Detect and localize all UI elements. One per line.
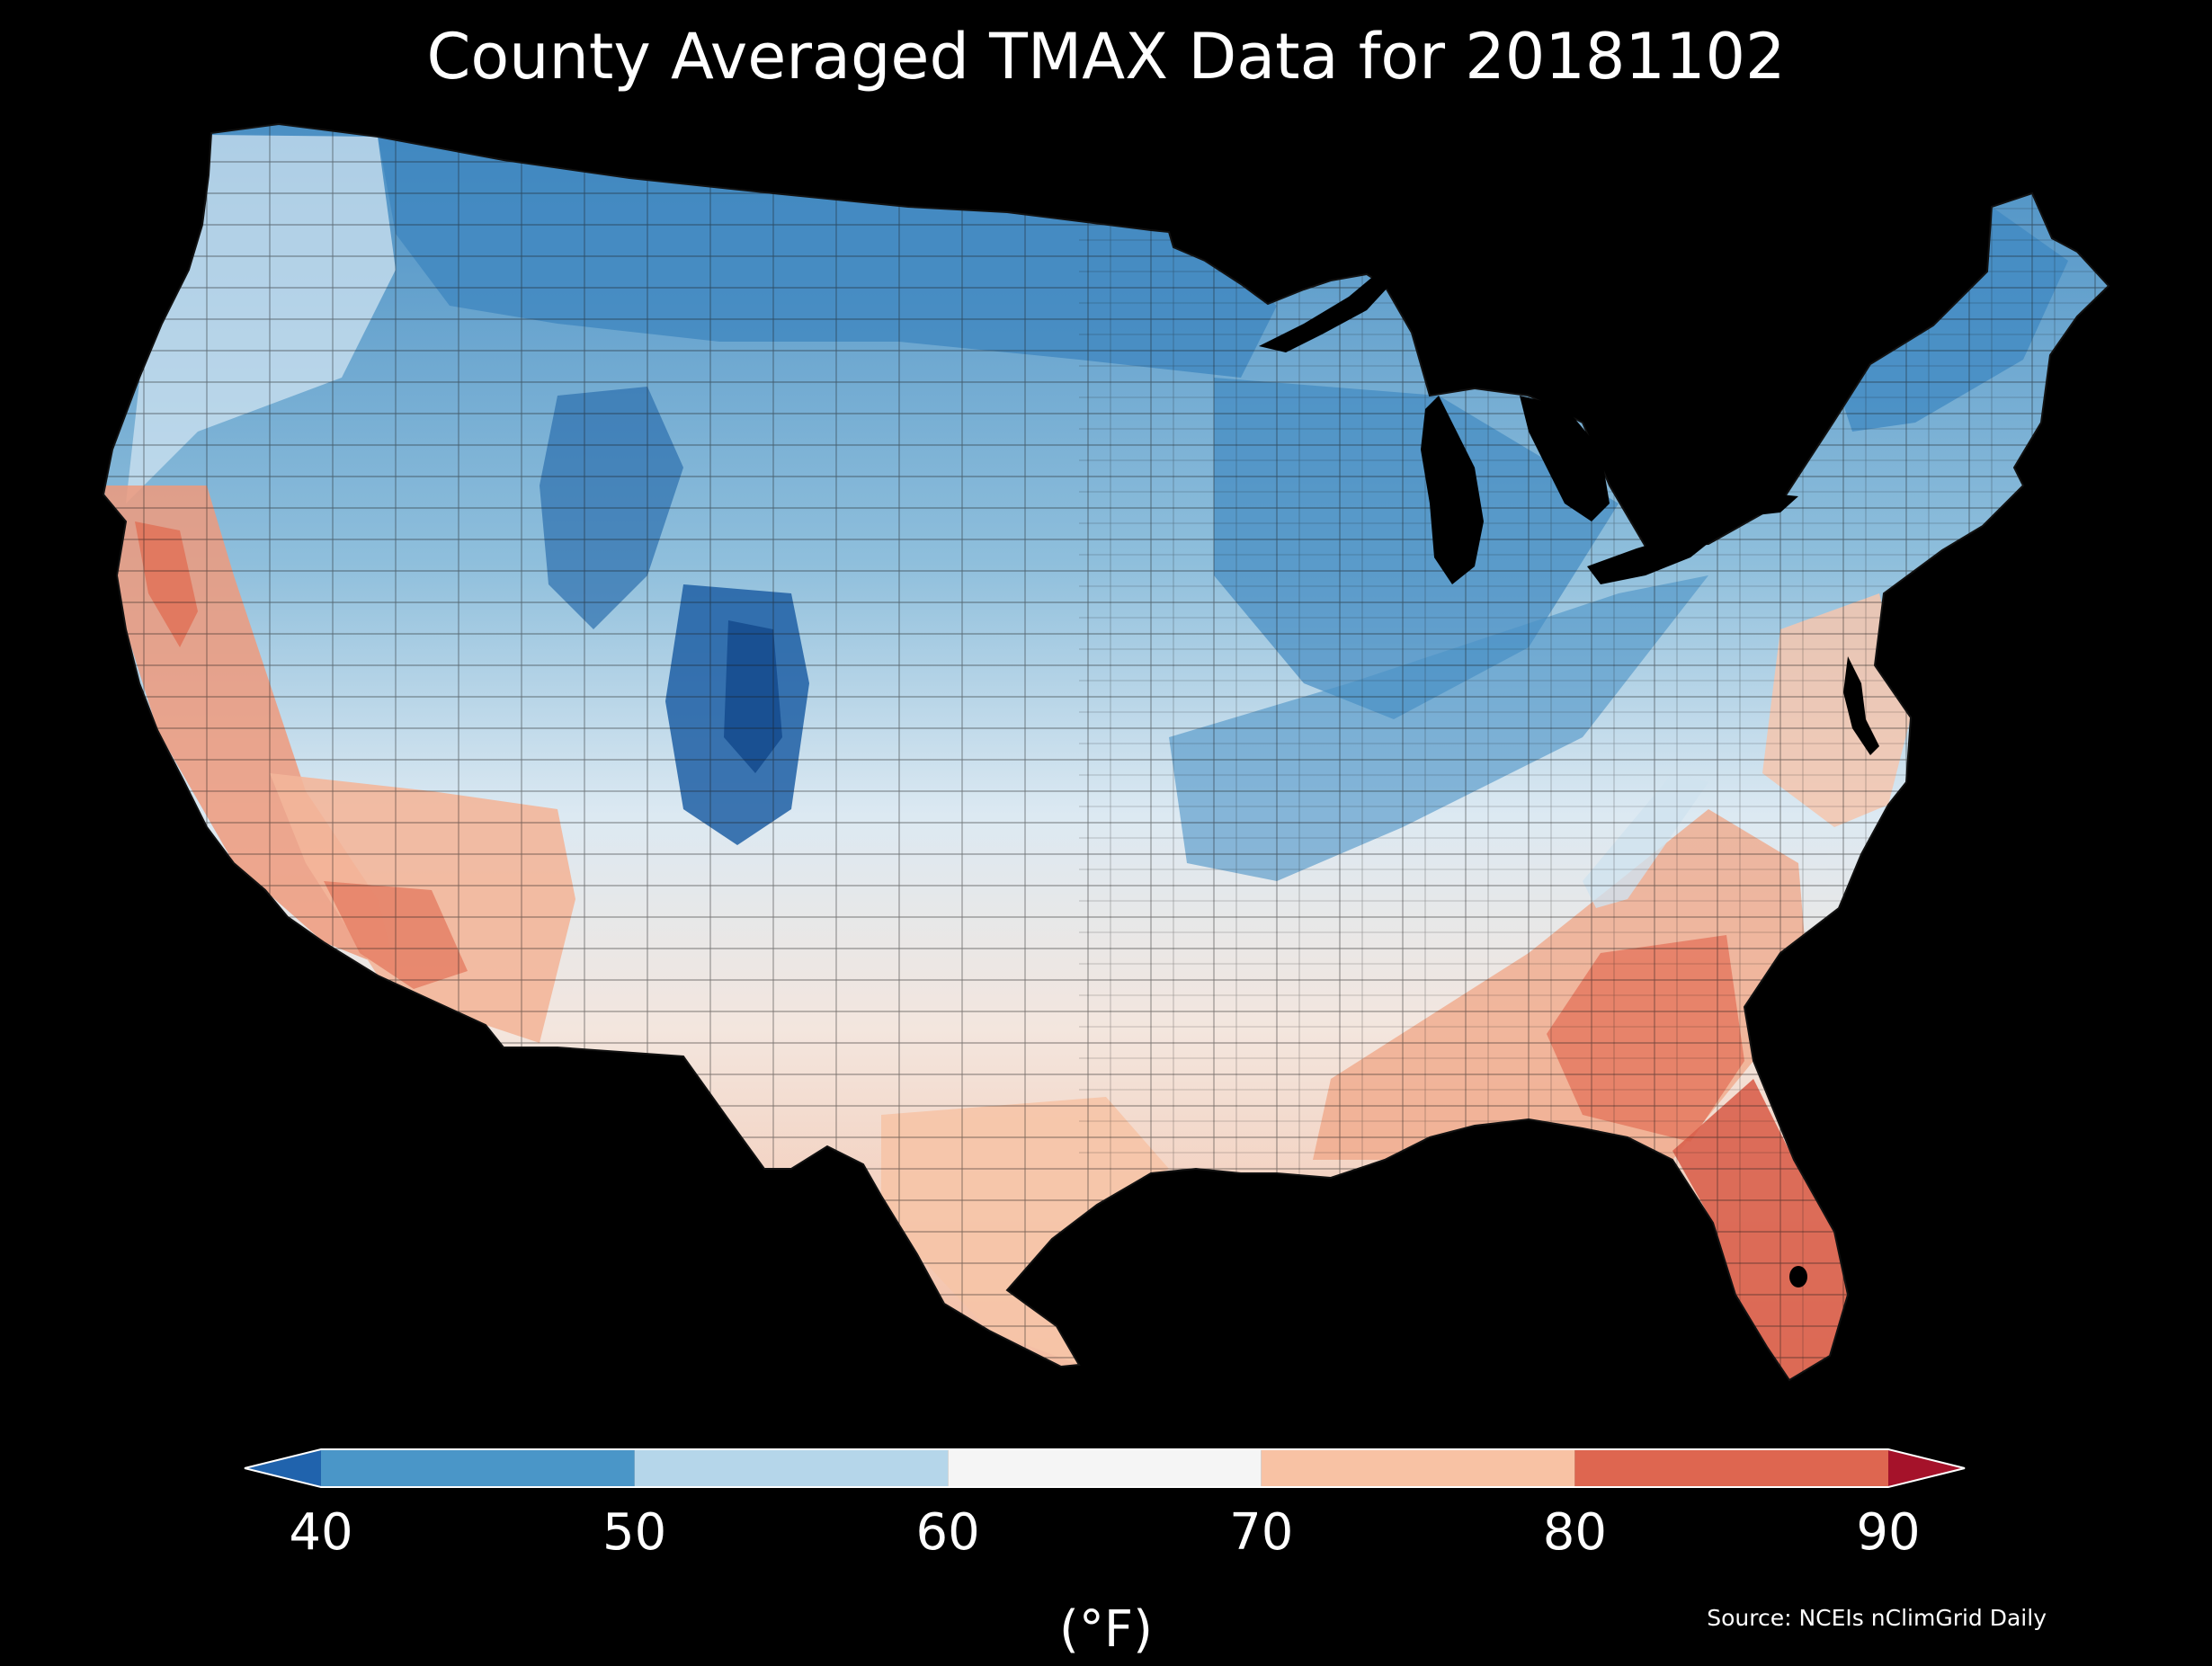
colorbar-unit-label: (°F)	[1059, 1600, 1153, 1659]
lake-erie	[1587, 535, 1713, 584]
colorbar-under-arrow	[245, 1449, 321, 1487]
great-lakes	[1259, 274, 1798, 584]
lake-superior	[1259, 274, 1389, 352]
colorbar-tick-label: 70	[1229, 1503, 1294, 1562]
region-california-hot	[135, 521, 198, 647]
colorbar-bin-70-80	[1261, 1449, 1575, 1487]
colorbar-tick-label: 60	[915, 1503, 980, 1562]
region-mid-atlantic-warm	[1762, 593, 1911, 827]
colorbar-tick-label: 40	[289, 1503, 353, 1562]
source-note: Source: NCEIs nClimGrid Daily	[1707, 1605, 2047, 1631]
chesapeake-bay	[1843, 656, 1879, 755]
lake-okeechobee	[1789, 1266, 1807, 1287]
colorbar-tick-label: 50	[602, 1503, 667, 1562]
lake-michigan	[1421, 396, 1484, 584]
lake-ontario	[1722, 493, 1798, 517]
colorbar-tick-label: 90	[1856, 1503, 1921, 1562]
colorbar-bin-60-70	[948, 1449, 1262, 1487]
region-georgia-hot	[1547, 935, 1744, 1142]
colorbar-bin-80-90	[1574, 1449, 1888, 1487]
temperature-regions	[103, 135, 2068, 1380]
region-florida-hot	[1672, 1079, 1848, 1380]
us-outline	[102, 122, 2110, 1382]
colorbar-tick-label: 80	[1542, 1503, 1608, 1562]
colorbar-bin-40-50	[321, 1449, 635, 1487]
colorbar	[244, 1448, 1966, 1488]
colorbar-bin-50-60	[634, 1449, 949, 1487]
map-title: County Averaged TMAX Data for 20181102	[426, 20, 1786, 94]
colorbar-outline	[244, 1448, 1966, 1488]
lake-huron	[1520, 396, 1610, 521]
colorbar-over-arrow	[1888, 1449, 1965, 1487]
region-appalachian-cool	[1583, 773, 1708, 908]
county-borders	[103, 124, 2109, 1380]
